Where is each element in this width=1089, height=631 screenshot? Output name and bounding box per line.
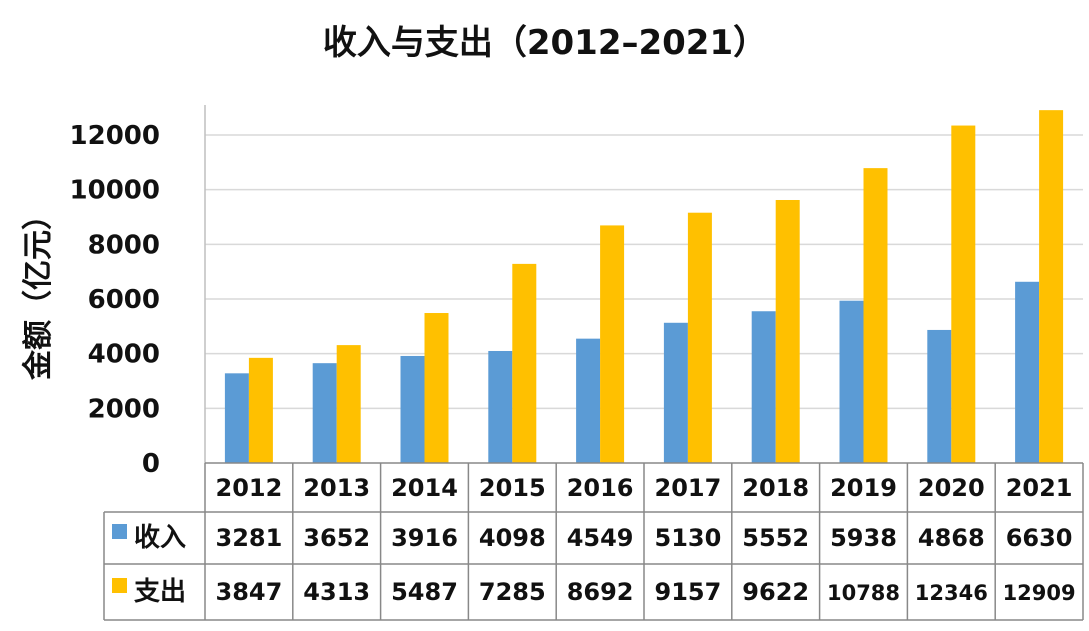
bar-income [927, 329, 952, 463]
table-cell-expense: 12346 [915, 581, 988, 605]
y-tick-label: 0 [142, 449, 160, 479]
bar-expense [863, 168, 888, 464]
table-cell-expense: 4313 [303, 578, 370, 606]
table-cell-income: 5130 [655, 524, 722, 552]
bars [224, 110, 1064, 464]
bar-expense [512, 263, 537, 463]
x-tick-label: 2015 [479, 474, 546, 502]
bar-income [663, 322, 688, 463]
bar-income [312, 363, 337, 463]
table-cell-income: 5552 [742, 524, 809, 552]
bar-expense [336, 345, 361, 463]
x-tick-label: 2016 [567, 474, 634, 502]
bar-expense [424, 313, 449, 463]
bar-income [576, 338, 601, 463]
table-cell-income: 4098 [479, 524, 546, 552]
x-tick-label: 2014 [391, 474, 458, 502]
legend-swatch-expense [112, 578, 127, 593]
bar-expense [775, 199, 800, 464]
x-tick-label: 2021 [1006, 474, 1073, 502]
table-cell-income: 3281 [216, 524, 283, 552]
y-tick-label: 6000 [88, 285, 160, 315]
table-cell-expense: 5487 [391, 578, 458, 606]
table-cell-expense: 9622 [742, 578, 809, 606]
bar-income [839, 300, 864, 463]
table-cell-expense: 8692 [567, 578, 634, 606]
bar-expense [687, 212, 712, 463]
table-cell-expense: 12909 [1003, 581, 1076, 605]
table-cell-income: 6630 [1006, 524, 1073, 552]
chart-title: 收入与支出（2012–2021） [323, 23, 767, 63]
table-cell-expense: 3847 [216, 578, 283, 606]
bar-expense [248, 357, 273, 463]
x-tick-label: 2018 [742, 474, 809, 502]
table-cell-income: 4868 [918, 524, 985, 552]
bar-income [224, 373, 249, 463]
table-cell-expense: 9157 [655, 578, 722, 606]
table-cell-income: 3652 [303, 524, 370, 552]
data-table: 2012 2013 2014 2015 2016 2017 2018 2019 2020 2021… [103, 462, 1084, 621]
table-cell-expense: 10788 [827, 581, 900, 605]
bar-income [488, 350, 513, 463]
y-axis-label: 金额（亿元） [21, 200, 56, 381]
bar-income [400, 355, 425, 463]
table-cell-income: 3916 [391, 524, 458, 552]
bar-expense [1039, 110, 1064, 464]
legend-swatch-income [112, 524, 127, 539]
bar-income [1015, 281, 1040, 463]
y-tick-label: 12000 [70, 121, 160, 151]
bar-income [751, 311, 776, 463]
bar-expense [600, 225, 625, 463]
y-tick-label: 4000 [88, 340, 160, 370]
y-tick-label: 8000 [88, 230, 160, 260]
table-cell-income: 4549 [567, 524, 634, 552]
y-tick-label: 2000 [88, 394, 160, 424]
y-axis-ticks: 0 2000 4000 6000 8000 10000 12000 [70, 121, 160, 479]
table-cell-income: 5938 [830, 524, 897, 552]
x-tick-label: 2013 [303, 474, 370, 502]
y-tick-label: 10000 [70, 176, 160, 206]
bar-expense [951, 125, 976, 463]
x-tick-label: 2019 [830, 474, 897, 502]
x-tick-label: 2012 [216, 474, 283, 502]
x-tick-label: 2020 [918, 474, 985, 502]
table-cell-expense: 7285 [479, 578, 546, 606]
x-tick-label: 2017 [655, 474, 722, 502]
legend-label-expense: 支出 [134, 577, 186, 607]
legend-label-income: 收入 [134, 523, 186, 553]
